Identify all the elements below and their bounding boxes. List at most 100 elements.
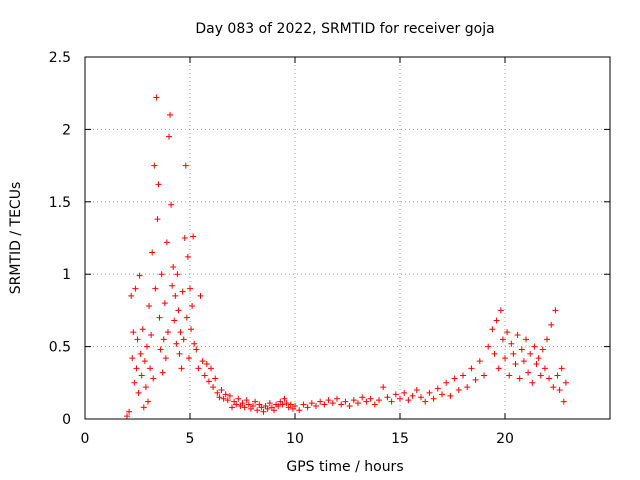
data-point — [468, 365, 475, 372]
data-point — [499, 336, 506, 343]
data-point — [546, 375, 553, 382]
x-axis-label: GPS time / hours — [286, 459, 403, 475]
data-point — [260, 408, 267, 415]
data-point — [504, 329, 511, 336]
data-point — [182, 162, 189, 169]
data-point — [166, 133, 172, 140]
data-point — [195, 365, 202, 372]
data-point — [199, 358, 206, 365]
data-point — [308, 400, 315, 407]
data-point — [229, 404, 235, 411]
data-point — [460, 372, 466, 379]
data-point — [283, 400, 290, 407]
y-axis-ticks: 0 0.5 1 1.5 2 2.5 — [49, 50, 610, 428]
data-point — [560, 398, 567, 405]
x-tick-label: 0 — [81, 431, 90, 447]
data-point — [418, 394, 424, 401]
data-point — [172, 292, 179, 299]
data-point — [180, 336, 187, 343]
chart-title: Day 083 of 2022, SRMTID for receiver goj… — [195, 21, 494, 37]
data-point — [279, 401, 286, 408]
data-point — [355, 400, 361, 407]
data-point — [359, 394, 366, 401]
data-point — [451, 375, 458, 382]
data-point — [154, 216, 161, 223]
data-point — [169, 282, 176, 289]
data-point — [520, 358, 527, 365]
data-point — [175, 307, 182, 314]
grid — [85, 57, 610, 419]
data-point — [518, 346, 525, 353]
data-point — [558, 365, 565, 372]
data-point — [367, 395, 374, 402]
data-point — [222, 391, 229, 398]
x-tick-label: 20 — [496, 431, 514, 447]
data-point — [224, 397, 231, 404]
data-point — [143, 343, 150, 350]
data-point — [296, 407, 303, 414]
data-point — [170, 263, 177, 270]
data-point — [481, 372, 487, 379]
data-point — [128, 292, 135, 299]
data-point — [176, 350, 183, 357]
data-point — [179, 288, 186, 295]
data-point — [275, 402, 282, 409]
data-point — [325, 397, 332, 404]
data-point — [533, 360, 540, 367]
data-point — [133, 365, 140, 372]
data-point — [134, 336, 141, 343]
data-point — [439, 391, 445, 398]
data-point — [342, 398, 349, 405]
data-point — [148, 332, 155, 339]
plot-frame — [84, 56, 611, 420]
data-point — [250, 402, 256, 409]
y-tick-label: 2 — [62, 122, 71, 138]
data-point — [130, 329, 137, 336]
data-point — [167, 111, 174, 118]
data-point — [287, 401, 294, 408]
data-point — [208, 365, 214, 372]
data-point — [158, 271, 165, 278]
data-point — [159, 369, 166, 376]
data-point — [401, 389, 408, 396]
data-point — [495, 365, 502, 372]
data-point — [163, 239, 170, 246]
data-point — [132, 285, 139, 292]
data-point — [338, 401, 345, 408]
data-point — [266, 400, 273, 407]
data-point — [146, 303, 153, 310]
y-tick-label: 1.5 — [49, 195, 71, 211]
data-point — [174, 271, 181, 278]
data-point — [329, 400, 336, 407]
data-point — [541, 365, 548, 372]
data-point — [300, 401, 307, 408]
data-point — [193, 346, 200, 353]
data-point — [245, 401, 252, 408]
data-point — [304, 404, 311, 411]
y-tick-label: 1 — [62, 267, 71, 283]
data-point — [129, 355, 136, 362]
data-point — [151, 162, 158, 169]
data-point — [363, 398, 370, 405]
data-point — [140, 404, 147, 411]
data-point — [187, 285, 193, 292]
data-point — [138, 372, 145, 379]
data-point — [271, 407, 277, 414]
data-point — [443, 379, 450, 386]
data-point — [506, 372, 513, 379]
data-point — [512, 360, 519, 367]
data-point — [388, 398, 395, 405]
data-point — [235, 395, 242, 402]
data-point — [405, 397, 412, 404]
data-point — [126, 408, 133, 415]
data-point — [281, 395, 288, 402]
data-point — [472, 376, 479, 383]
data-point — [252, 398, 259, 405]
data-point — [218, 387, 225, 394]
data-point — [409, 392, 416, 399]
data-point — [552, 307, 559, 314]
data-point — [233, 401, 240, 408]
data-points — [124, 94, 569, 420]
data-point — [181, 235, 188, 241]
